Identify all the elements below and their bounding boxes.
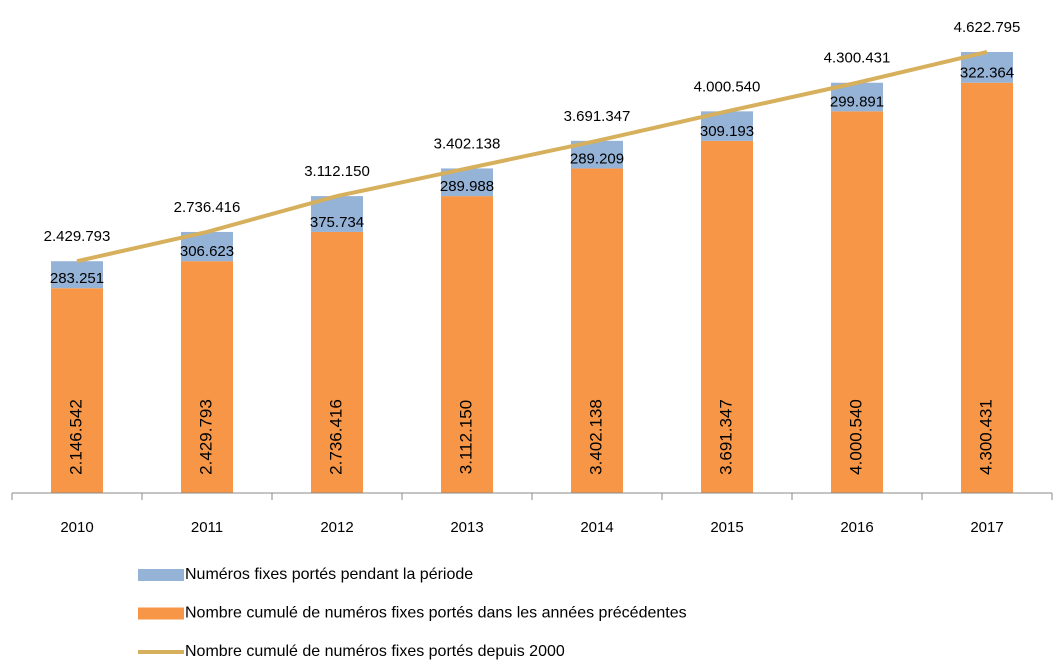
data-label: 306.623 xyxy=(180,243,234,260)
legend-swatch xyxy=(138,569,184,581)
legend-label: Nombre cumulé de numéros fixes portés da… xyxy=(185,605,687,622)
data-label: 299.891 xyxy=(830,93,884,110)
bar xyxy=(701,140,753,493)
data-label: 375.734 xyxy=(310,214,364,231)
x-tick-label: 2014 xyxy=(580,519,613,536)
data-label: 2.429.793 xyxy=(44,228,111,245)
data-label: 3.691.347 xyxy=(564,108,631,125)
legend-label: Numéros fixes portés pendant la période xyxy=(185,566,473,583)
data-label: 283.251 xyxy=(50,270,104,287)
data-label: 2.146.542 xyxy=(66,399,85,475)
x-tick-label: 2013 xyxy=(450,519,483,536)
data-label: 4.000.540 xyxy=(694,78,761,95)
data-label: 2.736.416 xyxy=(326,399,345,475)
data-label: 2.429.793 xyxy=(196,399,215,475)
data-label: 3.402.138 xyxy=(586,399,605,475)
legend-label: Nombre cumulé de numéros fixes portés de… xyxy=(185,643,565,660)
bar xyxy=(51,261,103,289)
data-label: 2.736.416 xyxy=(174,199,241,216)
bar xyxy=(311,231,363,493)
data-label: 289.988 xyxy=(440,178,494,195)
data-label: 3.112.150 xyxy=(456,400,475,474)
bar xyxy=(181,261,233,493)
x-tick-label: 2010 xyxy=(60,519,93,536)
bar xyxy=(961,82,1013,493)
x-tick-label: 2015 xyxy=(710,519,743,536)
x-tick-label: 2016 xyxy=(840,519,873,536)
data-label: 3.691.347 xyxy=(716,399,735,475)
data-label: 322.364 xyxy=(960,65,1014,82)
data-label: 4.300.431 xyxy=(976,399,995,475)
x-tick-label: 2017 xyxy=(970,519,1003,536)
data-label: 309.193 xyxy=(700,123,754,140)
x-tick-label: 2012 xyxy=(320,519,353,536)
data-label: 4.000.540 xyxy=(846,399,865,475)
bar xyxy=(51,288,103,493)
data-label: 4.300.431 xyxy=(824,50,891,67)
data-label: 3.402.138 xyxy=(434,135,501,152)
bar xyxy=(831,111,883,493)
data-label: 3.112.150 xyxy=(304,163,370,180)
line xyxy=(76,50,988,264)
x-tick-label: 2011 xyxy=(191,519,223,536)
data-label: 4.622.795 xyxy=(954,19,1021,36)
bar xyxy=(441,196,493,493)
data-label: 289.209 xyxy=(570,150,624,167)
bar xyxy=(571,168,623,493)
legend-swatch xyxy=(138,607,184,620)
